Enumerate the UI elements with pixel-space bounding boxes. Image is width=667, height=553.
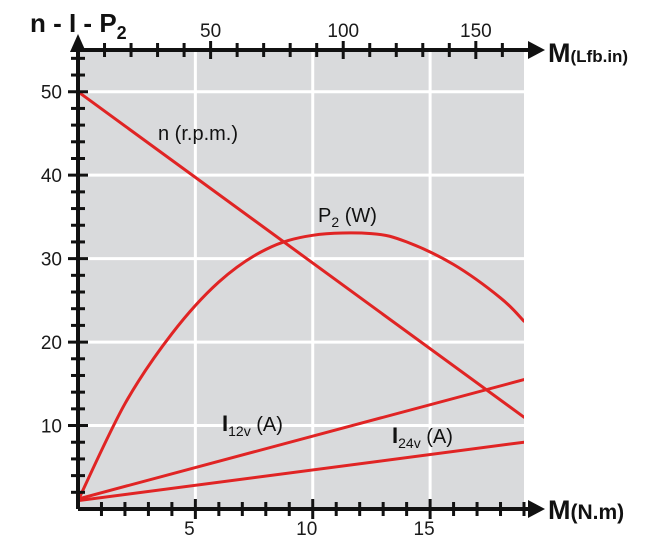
series-label-i12v: I12v (A): [222, 411, 283, 439]
x-tick-label-1: 10: [296, 519, 317, 540]
series-line-0: [78, 90, 524, 419]
y-tick-label-1: 20: [41, 333, 62, 354]
plot-background: [78, 50, 524, 509]
series-label-i24v-sub: 24v: [398, 435, 421, 451]
series-label-p2: P2 (W): [318, 205, 377, 230]
series-label-n-text: n (r.p.m.): [158, 123, 238, 145]
y-axis-title: n - I - P2: [30, 8, 127, 43]
y-axis-title-sub: 2: [117, 23, 127, 43]
x2-axis-title-unit: (Lfb.in): [571, 47, 629, 66]
series-label-i12v-sub: 12v: [228, 423, 251, 439]
x-axis-arrow: [528, 500, 545, 518]
x-tick-label-0: 5: [184, 519, 195, 540]
x-tick-label-2: 15: [414, 519, 435, 540]
series-label-i12v-main: I: [222, 411, 228, 436]
series-label-i24v-main: I: [392, 423, 398, 448]
x2-tick-label-1: 100: [327, 21, 359, 42]
series-line-3: [78, 440, 524, 503]
x-axis-title-unit: (N.m): [571, 501, 625, 524]
series-label-p2-main: P: [318, 205, 331, 227]
x2-axis-title: M(Lfb.in): [548, 38, 628, 68]
tick-labels: 10 20 30 40 50 5 10 15 50 100 150: [41, 21, 492, 540]
series-label-i24v: I24v (A): [392, 423, 453, 451]
series-label-i12v-rest: (A): [251, 414, 283, 436]
y-axis-arrow: [70, 34, 86, 52]
series-line-2: [78, 378, 524, 501]
y-tick-label-2: 30: [41, 250, 62, 271]
series-label-i24v-rest: (A): [421, 426, 453, 448]
series-label-p2-rest: (W): [339, 205, 377, 227]
series-label-p2-sub: 2: [331, 214, 339, 230]
series-line-1: [78, 231, 524, 503]
x2-tick-label-0: 50: [200, 21, 221, 42]
y-axis-title-main: n - I - P: [30, 8, 117, 38]
x2-axis-arrow: [528, 41, 545, 59]
x-axis-title-main: M: [548, 495, 571, 525]
x-axis-title: M(N.m): [548, 495, 624, 525]
data-series: [78, 90, 524, 503]
grid-lines: [78, 50, 524, 509]
series-label-n: n (r.p.m.): [158, 123, 238, 145]
x2-axis-title-main: M: [548, 38, 571, 68]
tick-marks: [68, 41, 526, 519]
y-tick-label-3: 40: [41, 166, 62, 187]
y-tick-label-0: 10: [41, 417, 62, 438]
x2-tick-label-2: 150: [460, 21, 492, 42]
y-tick-label-4: 50: [41, 83, 62, 104]
